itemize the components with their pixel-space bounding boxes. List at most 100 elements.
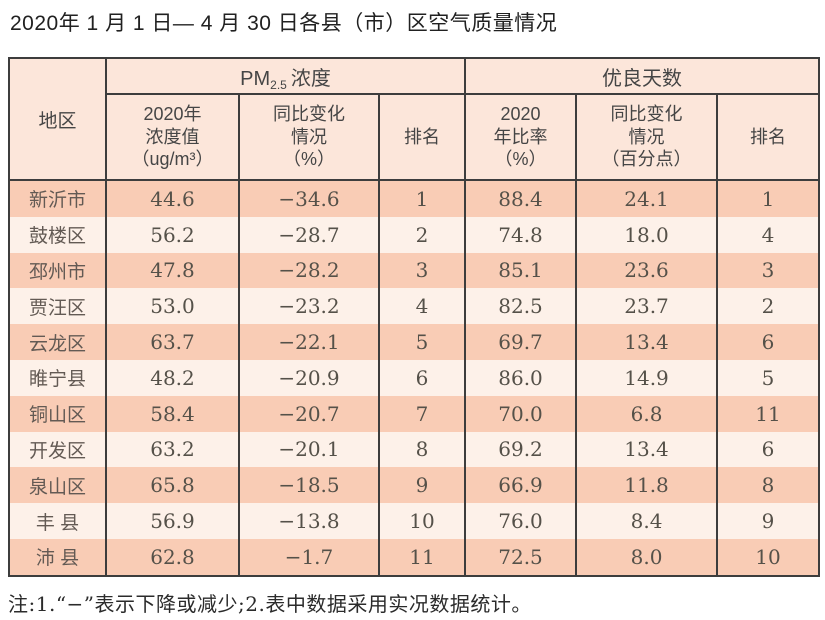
table-row: 丰 县 56.9 −13.8 10 76.0 8.4 9 <box>9 503 820 539</box>
group-header-row: 地区 PM2.5 浓度 优良天数 <box>8 58 820 181</box>
pm-change-cell: −13.8 <box>238 503 379 539</box>
region-cell: 邳州市 <box>9 252 106 289</box>
region-cell: 鼓楼区 <box>9 216 106 253</box>
good-rate-cell: 72.5 <box>464 538 577 576</box>
region-cell: 云龙区 <box>9 324 106 360</box>
pm-change-cell: −20.1 <box>238 431 379 468</box>
region-header-cell: 地区 <box>8 58 106 181</box>
good-change-cell: 11.8 <box>575 467 718 504</box>
good-rank-cell: 8 <box>716 467 820 504</box>
pm-rank-cell: 6 <box>377 359 466 396</box>
good-rate-cell: 88.4 <box>464 180 577 217</box>
region-cell: 铜山区 <box>9 395 106 432</box>
pm-change-cell: −23.2 <box>238 288 379 325</box>
col-header-pm-change: 同比变化 情况 （%） <box>238 94 379 181</box>
col-header-pm-rank: 排名 <box>377 94 466 181</box>
good-rate-cell: 85.1 <box>464 252 577 289</box>
good-rate-cell: 69.2 <box>464 431 577 468</box>
good-rank-cell: 6 <box>716 324 820 360</box>
good-rank-cell: 11 <box>716 395 820 432</box>
region-cell: 沛 县 <box>9 538 106 576</box>
good-rank-cell: 6 <box>716 431 820 468</box>
pm-group-header: PM2.5 浓度 <box>104 58 466 95</box>
region-cell: 贾汪区 <box>9 288 106 325</box>
pm-change-cell: −20.7 <box>238 395 379 432</box>
table-row: 沛 县 62.8 −1.7 11 72.5 8.0 10 <box>9 538 820 576</box>
table-row: 铜山区 58.4 −20.7 7 70.0 6.8 11 <box>9 395 820 432</box>
pm-rank-cell: 11 <box>377 538 466 576</box>
good-rate-cell: 69.7 <box>464 324 577 360</box>
table-row: 泉山区 65.8 −18.5 9 66.9 11.8 8 <box>9 467 820 504</box>
good-rate-cell: 82.5 <box>464 288 577 325</box>
pm-change-cell: −28.7 <box>238 216 379 253</box>
pm-change-cell: −1.7 <box>238 538 379 576</box>
pm-rank-cell: 10 <box>377 503 466 539</box>
good-change-cell: 13.4 <box>575 431 718 468</box>
pm-rank-cell: 2 <box>377 216 466 253</box>
table-row: 云龙区 63.7 −22.1 5 69.7 13.4 6 <box>9 324 820 360</box>
table-row: 开发区 63.2 −20.1 8 69.2 13.4 6 <box>9 431 820 468</box>
pm-rank-cell: 7 <box>377 395 466 432</box>
good-rank-cell: 1 <box>716 180 820 217</box>
pm-rank-cell: 1 <box>377 180 466 217</box>
pm-rank-cell: 3 <box>377 252 466 289</box>
table-row: 睢宁县 48.2 −20.9 6 86.0 14.9 5 <box>9 359 820 396</box>
sub-header-row: 2020年 浓度值 （ug/m³） 同比变化 情况 （%） 排名 2020 年比… <box>9 94 820 181</box>
pm-value-cell: 63.2 <box>105 431 239 468</box>
pm-rank-cell: 9 <box>377 467 466 504</box>
table-row: 贾汪区 53.0 −23.2 4 82.5 23.7 2 <box>9 288 820 325</box>
pm-value-cell: 44.6 <box>105 180 239 217</box>
region-cell: 新沂市 <box>9 180 106 217</box>
pm-label-prefix: PM <box>240 67 271 90</box>
good-rate-cell: 74.8 <box>464 216 577 253</box>
pm-value-cell: 56.9 <box>105 503 239 539</box>
region-cell: 泉山区 <box>9 467 106 504</box>
table-row: 邳州市 47.8 −28.2 3 85.1 23.6 3 <box>9 252 820 289</box>
air-quality-table: 地区 PM2.5 浓度 优良天数 2020年 浓度值 （ug/m³） 同比变化 情… <box>8 57 821 577</box>
pm-value-cell: 48.2 <box>105 359 239 396</box>
pm-label-subscript: 2.5 <box>270 77 287 92</box>
table-row: 新沂市 44.6 −34.6 1 88.4 24.1 1 <box>9 180 820 217</box>
good-change-cell: 8.4 <box>575 503 718 539</box>
region-cell: 丰 县 <box>9 503 106 539</box>
table-row: 鼓楼区 56.2 −28.7 2 74.8 18.0 4 <box>9 216 820 253</box>
col-header-good-rank: 排名 <box>716 94 820 181</box>
pm-value-cell: 56.2 <box>105 216 239 253</box>
footnote: 注:1.“−”表示下降或减少;2.表中数据采用实况数据统计。 <box>8 592 532 616</box>
good-rate-cell: 70.0 <box>464 395 577 432</box>
pm-rank-cell: 4 <box>377 288 466 325</box>
pm-label-suffix: 浓度 <box>290 67 331 90</box>
good-rank-cell: 10 <box>716 538 820 576</box>
good-change-cell: 14.9 <box>575 359 718 396</box>
good-change-cell: 18.0 <box>575 216 718 253</box>
pm-rank-cell: 8 <box>377 431 466 468</box>
pm-value-cell: 53.0 <box>105 288 239 325</box>
good-rank-cell: 4 <box>716 216 820 253</box>
pm-value-cell: 47.8 <box>105 252 239 289</box>
good-rate-cell: 66.9 <box>464 467 577 504</box>
good-change-cell: 6.8 <box>575 395 718 432</box>
pm-value-cell: 65.8 <box>105 467 239 504</box>
good-change-cell: 23.7 <box>575 288 718 325</box>
good-rank-cell: 9 <box>716 503 820 539</box>
pm-value-cell: 63.7 <box>105 324 239 360</box>
region-cell: 开发区 <box>9 431 106 468</box>
col-header-good-rate: 2020 年比率 （%） <box>464 94 577 181</box>
pm-change-cell: −22.1 <box>238 324 379 360</box>
good-rank-cell: 3 <box>716 252 820 289</box>
pm-value-cell: 62.8 <box>105 538 239 576</box>
good-rate-cell: 86.0 <box>464 359 577 396</box>
good-change-cell: 24.1 <box>575 180 718 217</box>
col-header-good-change: 同比变化 情况 （百分点） <box>575 94 718 181</box>
page-title: 2020年 1 月 1 日— 4 月 30 日各县（市）区空气质量情况 <box>10 12 558 35</box>
region-cell: 睢宁县 <box>9 359 106 396</box>
good-change-cell: 23.6 <box>575 252 718 289</box>
good-rate-cell: 76.0 <box>464 503 577 539</box>
col-header-pm-value: 2020年 浓度值 （ug/m³） <box>105 94 239 181</box>
pm-change-cell: −28.2 <box>238 252 379 289</box>
good-rank-cell: 5 <box>716 359 820 396</box>
good-rank-cell: 2 <box>716 288 820 325</box>
pm-change-cell: −20.9 <box>238 359 379 396</box>
pm-change-cell: −34.6 <box>238 180 379 217</box>
